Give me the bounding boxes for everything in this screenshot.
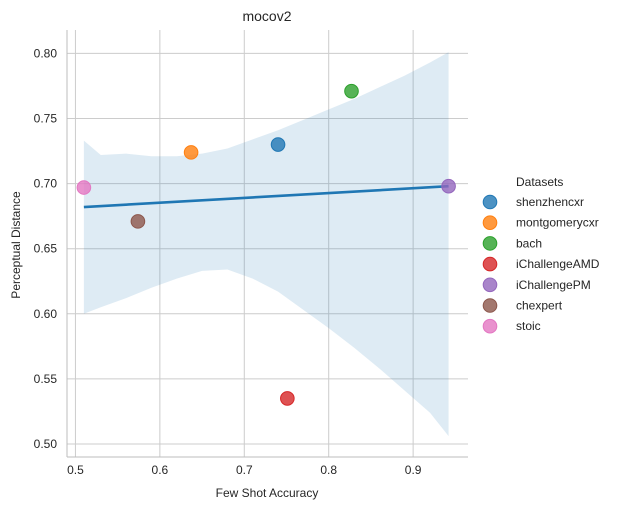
x-tick-label: 0.5 <box>67 463 84 477</box>
legend-item-iChallengeAMD: iChallengeAMD <box>482 256 600 272</box>
legend-item-stoic: stoic <box>482 318 541 334</box>
legend-marker <box>482 298 498 313</box>
y-tick-label: 0.70 <box>34 177 58 191</box>
y-tick-label: 0.75 <box>34 112 58 126</box>
gridlines <box>67 30 468 457</box>
point-bach <box>344 83 359 99</box>
point-chexpert <box>130 214 146 229</box>
legend-item-chexpert: chexpert <box>482 298 563 313</box>
regression-line-group <box>83 184 449 209</box>
legend-item-bach: bach <box>482 236 542 251</box>
legend-label: bach <box>516 236 542 250</box>
legend-marker <box>482 318 498 334</box>
x-tick-label: 0.8 <box>320 463 337 477</box>
legend-marker <box>482 236 498 251</box>
legend-marker <box>482 194 498 210</box>
regression-line <box>83 184 449 209</box>
point-shenzhencxr <box>270 137 286 152</box>
point-iChallengePM <box>441 178 456 194</box>
legend-label: iChallengeAMD <box>516 257 600 271</box>
x-axis-label: Few Shot Accuracy <box>216 486 319 500</box>
y-axis-label: Perceptual Distance <box>9 191 23 299</box>
point-stoic <box>76 180 92 195</box>
x-tick-labels: 0.5 0.6 0.7 0.8 0.9 <box>67 463 422 477</box>
legend-title: Datasets <box>516 175 563 189</box>
y-tick-label: 0.60 <box>34 307 58 321</box>
y-tick-label: 0.80 <box>34 46 58 60</box>
x-tick-label: 0.9 <box>405 463 422 477</box>
legend-item-montgomerycxr: montgomerycxr <box>482 215 599 230</box>
legend-label: chexpert <box>516 299 563 313</box>
legend-item-iChallengePM: iChallengePM <box>482 277 591 293</box>
legend-label: stoic <box>516 319 541 333</box>
legend-marker <box>482 215 498 230</box>
x-tick-label: 0.6 <box>152 463 169 477</box>
legend-item-shenzhencxr: shenzhencxr <box>482 194 584 210</box>
legend-marker <box>482 256 498 272</box>
point-montgomerycxr <box>183 145 199 160</box>
legend-label: shenzhencxr <box>516 195 584 209</box>
point-iChallengeAMD <box>280 391 295 406</box>
y-tick-labels: 0.50 0.55 0.60 0.65 0.70 0.75 0.80 <box>34 46 58 451</box>
axes <box>66 30 468 458</box>
chart-title: mocov2 <box>242 8 291 24</box>
legend-label: iChallengePM <box>516 278 591 292</box>
y-tick-label: 0.65 <box>34 242 58 256</box>
y-tick-label: 0.50 <box>34 437 58 451</box>
x-tick-label: 0.7 <box>236 463 253 477</box>
confidence-band <box>83 52 449 437</box>
legend-marker <box>482 277 498 293</box>
legend-label: montgomerycxr <box>516 216 599 230</box>
y-tick-label: 0.55 <box>34 372 58 386</box>
legend: Datasets shenzhencxr montgomerycxr bach iCh… <box>482 175 600 334</box>
data-points <box>76 83 456 406</box>
confidence-band-area <box>83 52 449 437</box>
